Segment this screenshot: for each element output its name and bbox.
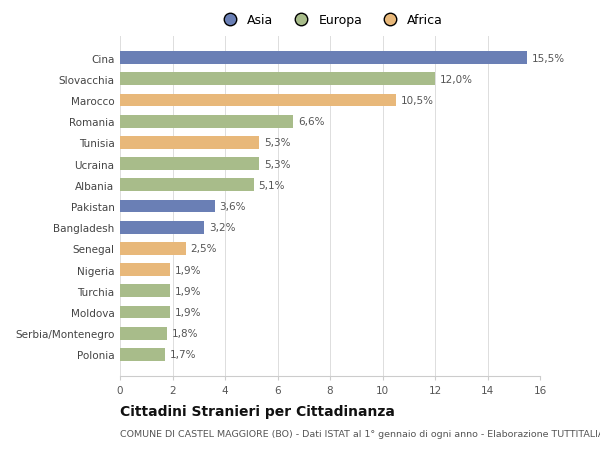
Bar	[120, 285, 170, 297]
Text: 1,9%: 1,9%	[175, 265, 201, 275]
Text: 1,7%: 1,7%	[169, 350, 196, 359]
Legend: Asia, Europa, Africa: Asia, Europa, Africa	[212, 9, 448, 32]
Bar	[120, 306, 170, 319]
Bar	[120, 263, 170, 276]
Bar	[120, 179, 254, 192]
Text: COMUNE DI CASTEL MAGGIORE (BO) - Dati ISTAT al 1° gennaio di ogni anno - Elabora: COMUNE DI CASTEL MAGGIORE (BO) - Dati IS…	[120, 429, 600, 438]
Bar	[120, 348, 164, 361]
Text: 5,3%: 5,3%	[264, 138, 290, 148]
Text: 10,5%: 10,5%	[400, 96, 433, 106]
Bar	[120, 221, 204, 234]
Text: 1,9%: 1,9%	[175, 308, 201, 317]
Bar	[120, 116, 293, 129]
Text: Cittadini Stranieri per Cittadinanza: Cittadini Stranieri per Cittadinanza	[120, 404, 395, 418]
Text: 6,6%: 6,6%	[298, 117, 325, 127]
Text: 5,1%: 5,1%	[259, 180, 285, 190]
Text: 5,3%: 5,3%	[264, 159, 290, 169]
Bar	[120, 200, 215, 213]
Bar	[120, 242, 185, 255]
Text: 1,8%: 1,8%	[172, 329, 199, 338]
Text: 3,6%: 3,6%	[219, 202, 246, 212]
Text: 15,5%: 15,5%	[532, 54, 565, 63]
Text: 12,0%: 12,0%	[440, 75, 473, 84]
Bar	[120, 73, 435, 86]
Bar	[120, 158, 259, 171]
Text: 1,9%: 1,9%	[175, 286, 201, 296]
Bar	[120, 327, 167, 340]
Text: 3,2%: 3,2%	[209, 223, 235, 233]
Bar	[120, 52, 527, 65]
Text: 2,5%: 2,5%	[190, 244, 217, 254]
Bar	[120, 95, 395, 107]
Bar	[120, 137, 259, 150]
